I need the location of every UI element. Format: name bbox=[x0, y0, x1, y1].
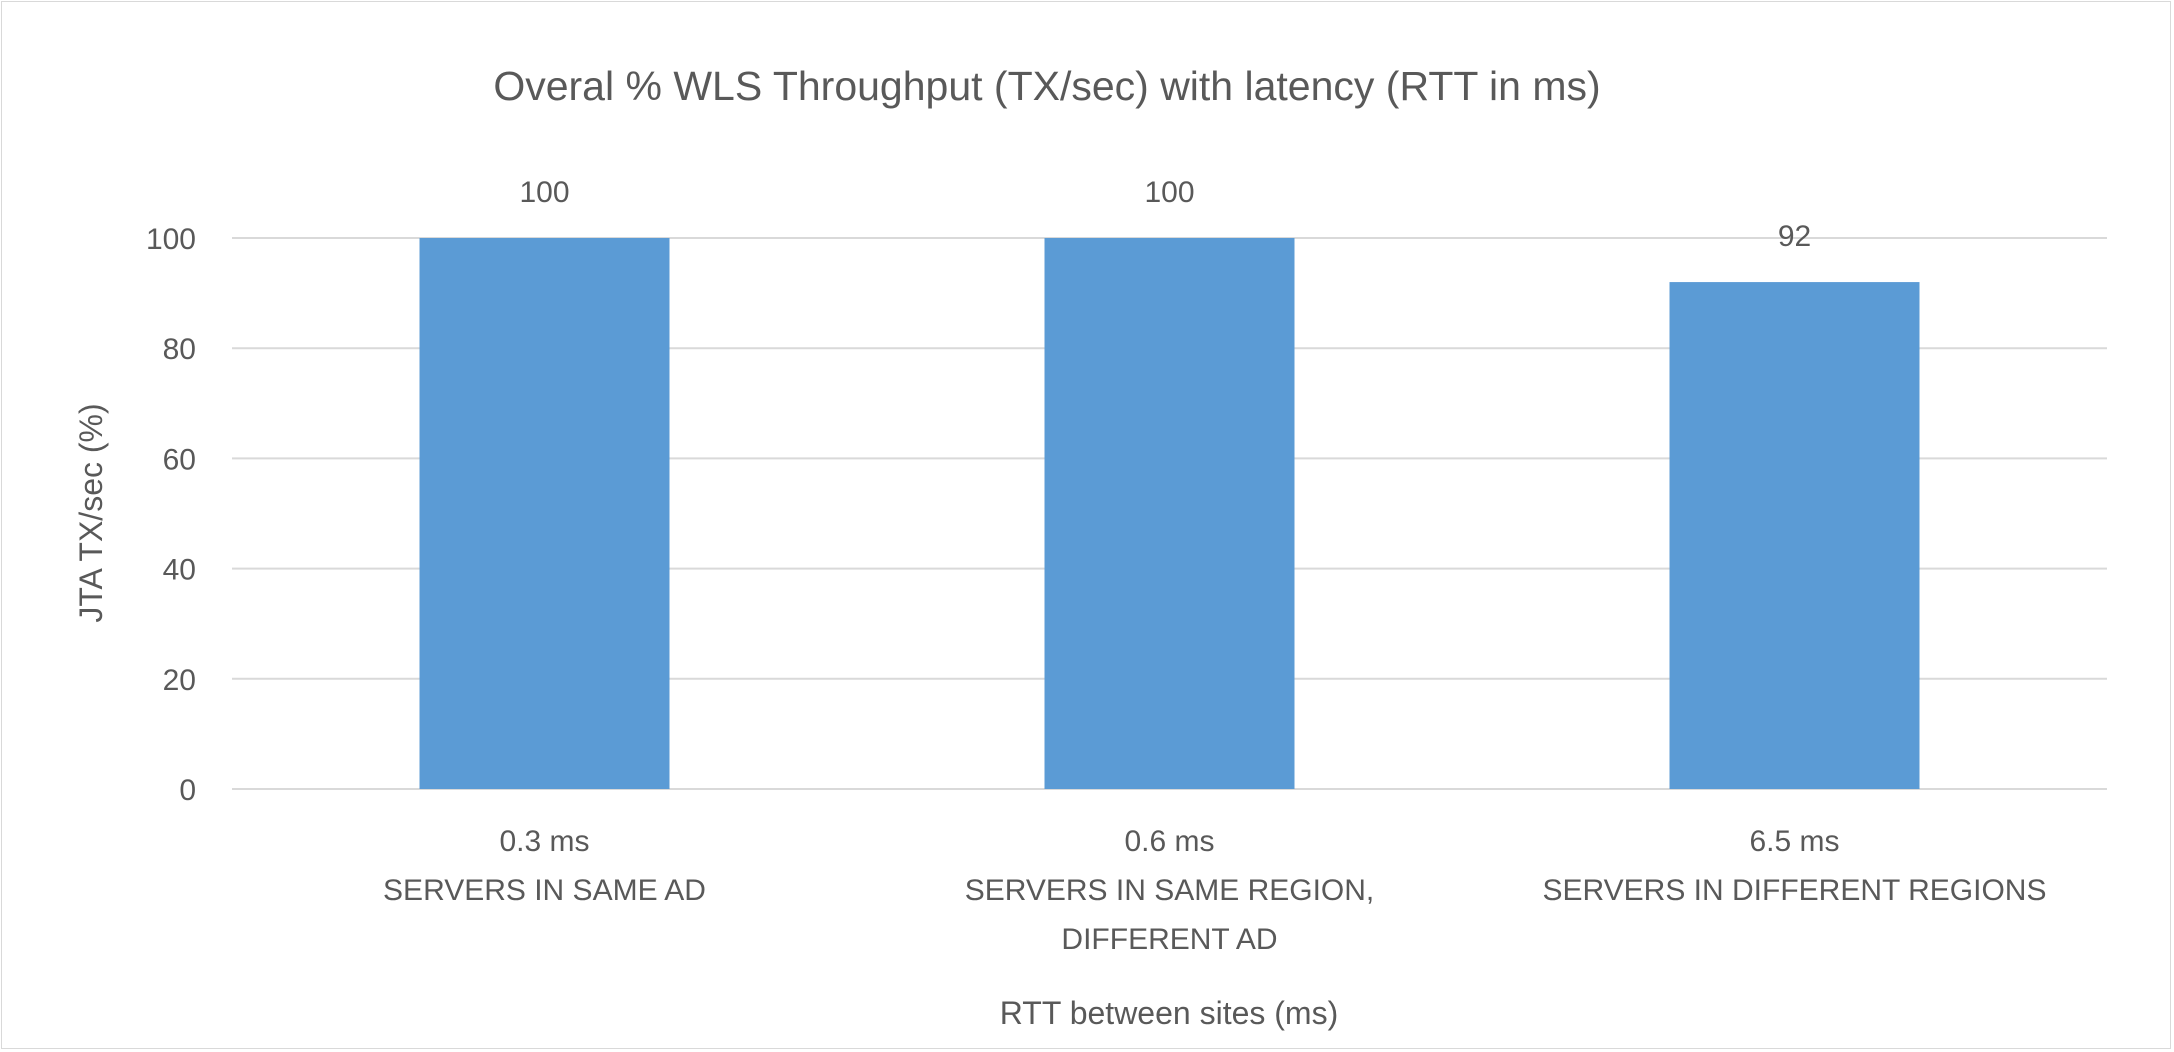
bar bbox=[419, 238, 670, 789]
y-tick-label: 80 bbox=[163, 333, 196, 366]
x-tick-label: SERVERS IN SAME AD bbox=[383, 874, 706, 907]
x-tick-label: DIFFERENT AD bbox=[1061, 923, 1277, 956]
data-label: 100 bbox=[1144, 176, 1194, 209]
y-tick-label: 0 bbox=[179, 774, 196, 807]
y-tick-label: 100 bbox=[146, 223, 196, 256]
y-tick-label: 40 bbox=[163, 554, 196, 587]
y-tick-label: 20 bbox=[163, 664, 196, 697]
data-label: 100 bbox=[519, 176, 569, 209]
chart-title: Overal % WLS Throughput (TX/sec) with la… bbox=[493, 63, 1600, 109]
x-tick-label: 0.6 ms bbox=[1124, 825, 1214, 858]
x-tick-label: 0.3 ms bbox=[499, 825, 589, 858]
x-axis-title: RTT between sites (ms) bbox=[1000, 995, 1338, 1031]
bar bbox=[1044, 238, 1295, 789]
x-tick-label: 6.5 ms bbox=[1749, 825, 1839, 858]
x-tick-label: SERVERS IN DIFFERENT REGIONS bbox=[1543, 874, 2047, 907]
bar bbox=[1669, 282, 1920, 789]
data-label: 92 bbox=[1778, 220, 1811, 253]
y-tick-label: 60 bbox=[163, 443, 196, 476]
x-tick-label: SERVERS IN SAME REGION, bbox=[965, 874, 1375, 907]
y-axis-title: JTA TX/sec (%) bbox=[73, 403, 109, 622]
